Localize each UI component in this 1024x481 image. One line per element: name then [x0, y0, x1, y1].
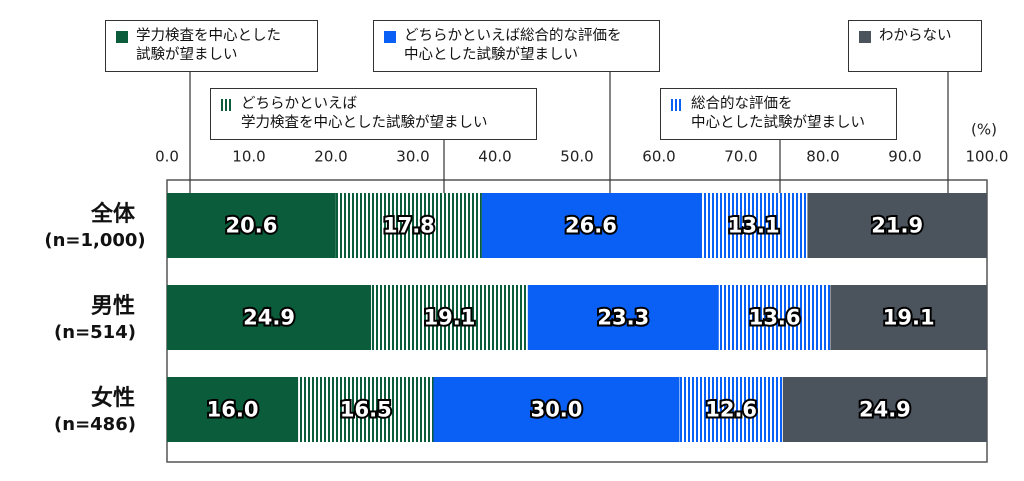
category-label: 全体	[90, 201, 136, 227]
legend-label: 学力検査を中心とした 試験が望ましい	[136, 28, 281, 63]
legend-label: 総合的な評価を 中心とした試験が望ましい	[691, 96, 865, 131]
legend-item: どちらかといえば総合的な評価を 中心とした試験が望ましい	[373, 20, 660, 72]
category-label: 女性	[91, 385, 135, 411]
x-tick-label: 50.0	[560, 148, 593, 166]
legend-swatch	[221, 99, 233, 111]
x-tick-label: 30.0	[396, 148, 429, 166]
value-label: 24.9	[859, 398, 911, 422]
value-label: 23.3	[597, 306, 649, 330]
legend-swatch	[384, 31, 396, 43]
bar-segment	[167, 193, 336, 258]
legend-label: わからない	[879, 28, 952, 44]
bar-segment	[807, 193, 987, 258]
value-label: 20.6	[226, 214, 278, 238]
value-label: 13.1	[728, 214, 780, 238]
x-tick-label: 10.0	[232, 148, 265, 166]
value-label: 19.1	[424, 306, 476, 330]
x-tick-label: 20.0	[314, 148, 347, 166]
category-label: 男性	[91, 294, 135, 319]
bar-segment	[830, 285, 987, 350]
value-label: 13.6	[749, 306, 801, 330]
x-tick-label: 0.0	[155, 148, 179, 166]
bar-segment	[371, 285, 528, 350]
x-unit: (%)	[971, 121, 997, 139]
x-tick-label: 80.0	[806, 148, 839, 166]
x-tick-label: 40.0	[478, 148, 511, 166]
bar-segment	[527, 285, 719, 350]
bar-segment	[679, 377, 783, 442]
bar-segment	[167, 285, 372, 350]
bar-segment	[481, 193, 700, 258]
legend-item: どちらかといえば 学力検査を中心とした試験が望ましい	[210, 88, 537, 140]
legend-label: どちらかといえば総合的な評価を 中心とした試験が望ましい	[404, 28, 622, 63]
legend-swatch	[671, 99, 683, 111]
value-label: 19.1	[883, 306, 935, 330]
bar-segment	[700, 193, 808, 258]
bar-segment	[718, 285, 831, 350]
x-tick-label: 90.0	[888, 148, 921, 166]
value-label: 26.6	[565, 214, 617, 238]
bar-segment	[782, 377, 987, 442]
value-label: 12.6	[705, 398, 757, 422]
legend-swatch	[859, 31, 871, 43]
value-label: 16.5	[340, 398, 392, 422]
bar-segment	[433, 377, 680, 442]
value-label: 30.0	[531, 398, 583, 422]
x-tick-label: 60.0	[642, 148, 675, 166]
bar-segment	[298, 377, 434, 442]
sample-size: (n=486)	[54, 414, 136, 435]
legend-item: わからない	[848, 20, 982, 72]
sample-size: (n=1,000)	[44, 230, 145, 251]
value-label: 24.9	[243, 306, 295, 330]
legend-label: どちらかといえば 学力検査を中心とした試験が望ましい	[241, 96, 488, 131]
value-label: 21.9	[871, 214, 923, 238]
bar-segment	[167, 377, 299, 442]
x-tick-label: 100.0	[966, 148, 1009, 166]
value-label: 17.8	[383, 214, 435, 238]
value-label: 16.0	[207, 398, 259, 422]
legend-swatch	[116, 31, 128, 43]
legend-item: 総合的な評価を 中心とした試験が望ましい	[660, 88, 897, 140]
sample-size: (n=514)	[54, 322, 136, 343]
x-tick-label: 70.0	[724, 148, 757, 166]
legend-item: 学力検査を中心とした 試験が望ましい	[105, 20, 318, 72]
bar-segment	[335, 193, 482, 258]
